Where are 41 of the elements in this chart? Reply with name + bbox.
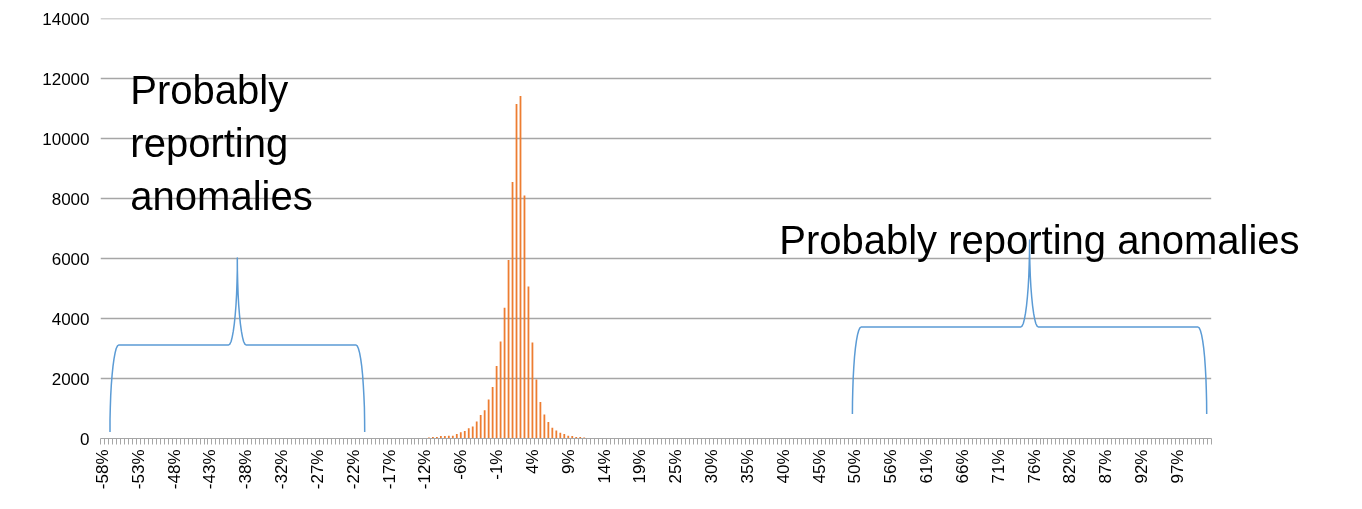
x-tick-label: 76% <box>1024 449 1044 484</box>
x-tick-label: 35% <box>737 449 757 484</box>
x-tick-label: 25% <box>666 449 686 484</box>
x-tick-label: -43% <box>200 449 220 490</box>
x-tick-label: -38% <box>236 449 256 490</box>
x-tick-label: 40% <box>773 449 793 484</box>
x-tick-label: 56% <box>881 449 901 484</box>
y-tick-label: 6000 <box>51 249 90 269</box>
x-tick-label: -1% <box>487 449 507 480</box>
x-tick-label: -27% <box>307 449 327 490</box>
x-tick-label: -48% <box>164 449 184 490</box>
x-tick-label: -32% <box>272 449 292 490</box>
x-tick-label: 87% <box>1096 449 1116 484</box>
y-tick-label: 14000 <box>42 9 90 29</box>
y-tick-label: 8000 <box>51 189 90 209</box>
x-tick-label: 97% <box>1167 449 1187 484</box>
annotation: Probably reporting anomalies <box>779 217 1300 262</box>
y-tick-label: 0 <box>80 429 90 449</box>
x-tick-label: -6% <box>451 449 471 480</box>
x-tick-label: 66% <box>952 449 972 484</box>
annotation: Probably reporting anomalies <box>130 68 313 218</box>
y-tick-label: 2000 <box>51 369 90 389</box>
x-tick-label: 30% <box>702 449 722 484</box>
x-tick-label: 45% <box>809 449 829 484</box>
x-tick-label: 4% <box>522 449 542 475</box>
x-tick-label: 14% <box>594 449 614 484</box>
x-tick-label: 9% <box>558 449 578 475</box>
x-tick-label: 50% <box>845 449 865 484</box>
x-tick-label: 19% <box>630 449 650 484</box>
y-tick-label: 12000 <box>42 69 90 89</box>
x-tick-label: -53% <box>128 449 148 490</box>
x-tick-label: 92% <box>1132 449 1152 484</box>
x-tick-label: 82% <box>1060 449 1080 484</box>
x-tick-label: -22% <box>343 449 363 490</box>
x-tick-label: 61% <box>917 449 937 484</box>
y-tick-label: 4000 <box>51 309 90 329</box>
x-tick-label: -12% <box>415 449 435 490</box>
x-tick-label: -58% <box>92 449 112 490</box>
x-tick-label: -17% <box>379 449 399 490</box>
y-tick-label: 10000 <box>42 129 90 149</box>
x-tick-label: 71% <box>988 449 1008 484</box>
